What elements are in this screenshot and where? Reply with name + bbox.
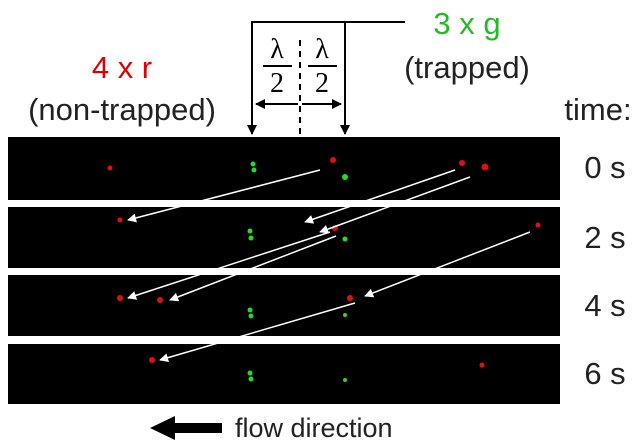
red-group: 4 x r xyxy=(92,50,152,85)
green-group: 3 x g xyxy=(433,6,500,41)
flow-arrow xyxy=(150,416,222,440)
frame xyxy=(8,344,560,404)
fraction-denominator: 2 xyxy=(270,68,284,99)
time-label: 0 s xyxy=(584,150,625,185)
time-header: time: xyxy=(564,92,631,127)
time-label: 4 s xyxy=(584,288,625,323)
fraction-numerator: λ xyxy=(270,34,284,65)
frame xyxy=(8,207,560,268)
red-note: (non-trapped) xyxy=(28,92,216,127)
fraction-denominator: 2 xyxy=(315,68,329,99)
frame xyxy=(8,137,560,200)
flow-label: flow direction xyxy=(235,413,393,442)
green-note: (trapped) xyxy=(404,50,530,85)
frames xyxy=(8,137,560,404)
time-label: 6 s xyxy=(584,356,625,391)
time-label: 2 s xyxy=(584,220,625,255)
fraction-numerator: λ xyxy=(315,34,329,65)
figure: 4 x r (non-trapped) 3 x g (trapped) time… xyxy=(0,0,641,442)
frame xyxy=(8,275,560,336)
